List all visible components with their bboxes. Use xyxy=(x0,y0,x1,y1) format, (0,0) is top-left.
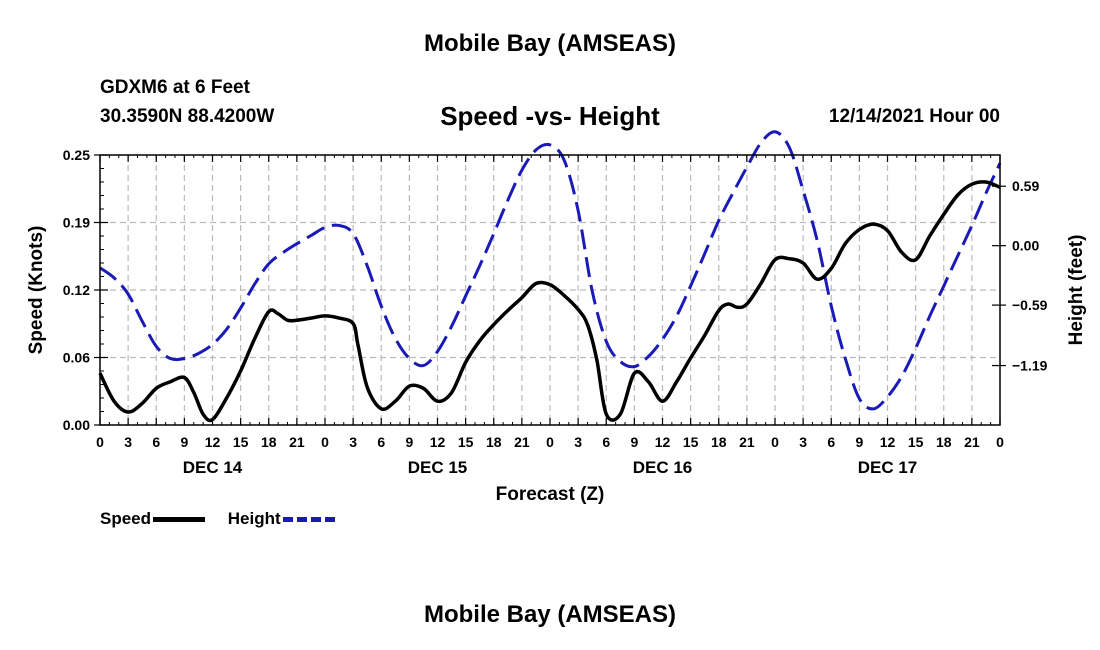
legend-item-height: Height xyxy=(228,509,335,529)
chart-subtitle: Speed -vs- Height xyxy=(440,101,660,131)
x-tick-label: 6 xyxy=(377,434,385,450)
x-tick-label: 9 xyxy=(180,434,188,450)
series-line-speed xyxy=(98,180,1001,423)
axis-ticks: 0 3 6 9 12 15 18 21 0 3 6 9 12 15 18 21 0 3 6 9 12 15 18 21 0 3 6 9… xyxy=(63,147,1048,477)
x-tick-label: 0 xyxy=(321,434,329,450)
x-tick-label: 0 xyxy=(996,434,1004,450)
grid-lines xyxy=(100,155,1000,425)
x-tick-label: 21 xyxy=(514,434,530,450)
station-label: GDXM6 at 6 Feet xyxy=(100,77,250,98)
x-tick-label: 3 xyxy=(799,434,807,450)
x-tick-label: 9 xyxy=(405,434,413,450)
x-tick-label: 18 xyxy=(486,434,502,450)
series-line-height xyxy=(99,130,1002,411)
x-tick-label: 9 xyxy=(855,434,863,450)
x-tick-label: 6 xyxy=(827,434,835,450)
footer-title: Mobile Bay (AMSEAS) xyxy=(423,601,677,628)
y-right-tick-label: −1.19 xyxy=(1012,358,1048,374)
x-tick-label: 0 xyxy=(546,434,554,450)
x-day-label: DEC 14 xyxy=(183,458,243,477)
x-tick-label: 15 xyxy=(458,434,474,450)
y-left-tick-label: 0.00 xyxy=(63,417,90,433)
y-left-tick-label: 0.06 xyxy=(63,350,90,366)
x-tick-label: 12 xyxy=(205,434,221,450)
x-day-label: DEC 15 xyxy=(408,458,468,477)
series-layer xyxy=(98,130,1002,423)
y-axis-right-label: Height (feet) xyxy=(1066,235,1087,346)
x-tick-label: 21 xyxy=(739,434,755,450)
x-tick-label: 12 xyxy=(655,434,671,450)
chart-title: Mobile Bay (AMSEAS) xyxy=(423,30,677,57)
x-day-label: DEC 16 xyxy=(633,458,693,477)
x-axis-label: Forecast (Z) xyxy=(496,484,605,505)
y-right-tick-label: 0.00 xyxy=(1012,238,1039,254)
chart-legend: Speed Height xyxy=(100,509,353,529)
y-right-tick-label: −0.59 xyxy=(1012,297,1048,313)
y-left-tick-label: 0.12 xyxy=(63,282,90,298)
x-tick-label: 3 xyxy=(349,434,357,450)
x-tick-label: 15 xyxy=(683,434,699,450)
x-tick-label: 12 xyxy=(430,434,446,450)
x-tick-label: 0 xyxy=(771,434,779,450)
x-tick-label: 6 xyxy=(152,434,160,450)
y-axis-left-label: Speed (Knots) xyxy=(26,226,47,355)
x-tick-label: 3 xyxy=(574,434,582,450)
x-tick-label: 21 xyxy=(289,434,305,450)
x-tick-label: 3 xyxy=(124,434,132,450)
x-tick-label: 15 xyxy=(908,434,924,450)
x-tick-label: 18 xyxy=(711,434,727,450)
x-tick-label: 15 xyxy=(233,434,249,450)
forecast-datetime: 12/14/2021 Hour 00 xyxy=(828,106,1000,127)
y-left-tick-label: 0.25 xyxy=(63,147,90,163)
x-tick-label: 12 xyxy=(880,434,896,450)
x-tick-label: 0 xyxy=(96,434,104,450)
x-tick-label: 6 xyxy=(602,434,610,450)
legend-label-speed: Speed xyxy=(100,509,152,528)
coordinates-label: 30.3590N 88.4200W xyxy=(100,106,275,127)
x-day-label: DEC 17 xyxy=(858,458,918,477)
x-tick-label: 21 xyxy=(964,434,980,450)
x-tick-label: 18 xyxy=(261,434,277,450)
x-tick-label: 9 xyxy=(630,434,638,450)
x-tick-label: 18 xyxy=(936,434,952,450)
legend-item-speed: Speed xyxy=(100,509,206,529)
y-right-tick-label: 0.59 xyxy=(1012,178,1039,194)
y-left-tick-label: 0.19 xyxy=(63,215,90,231)
legend-swatch-height xyxy=(282,516,335,522)
legend-label-height: Height xyxy=(227,509,281,528)
legend-swatch-speed xyxy=(153,516,206,522)
